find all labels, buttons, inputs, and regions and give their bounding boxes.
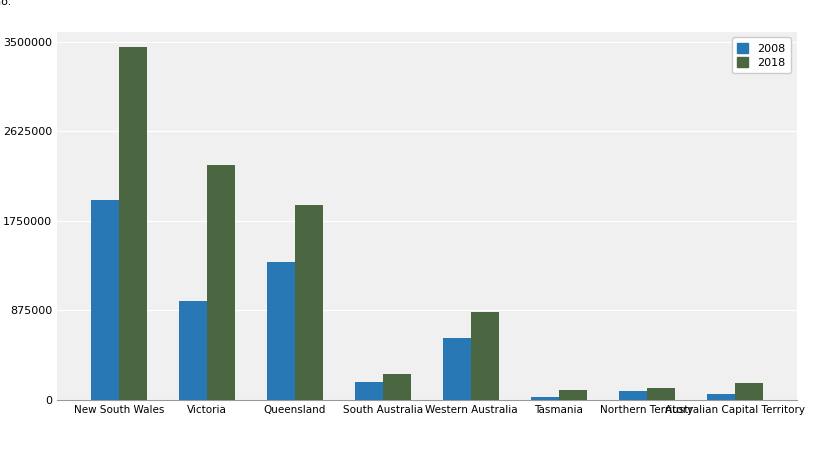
Bar [706,394,735,400]
Bar [207,165,235,400]
Bar [383,374,411,400]
Text: no.: no. [0,0,11,7]
Bar [619,391,647,400]
Bar [90,200,119,400]
Bar [354,382,383,400]
Legend: 2008, 2018: 2008, 2018 [732,37,791,74]
Bar [267,262,295,400]
Bar [559,390,587,400]
Bar [442,338,471,400]
Bar [179,301,207,400]
Bar [647,388,675,400]
Bar [295,205,323,400]
Bar [531,397,559,400]
Bar [471,311,499,400]
Bar [119,47,147,400]
Bar [735,383,763,400]
